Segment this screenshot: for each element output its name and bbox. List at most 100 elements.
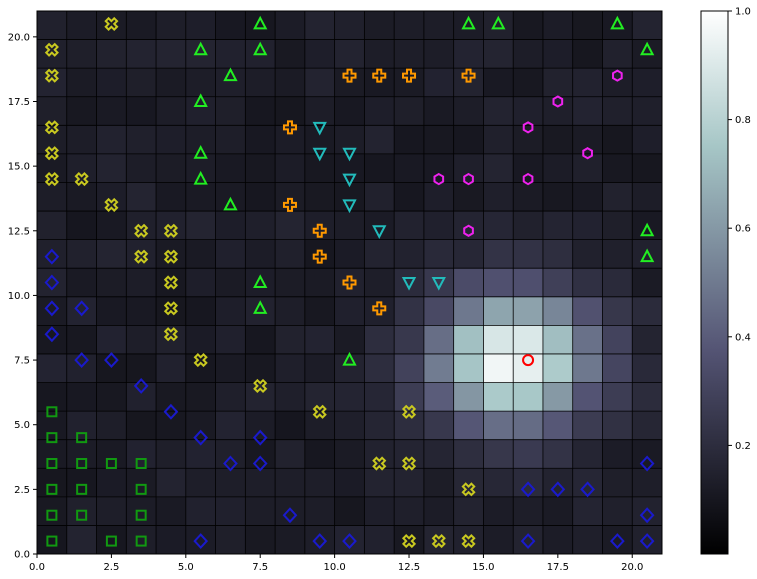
heatmap-cell [37, 525, 68, 555]
heatmap-cell [96, 382, 127, 412]
heatmap-cell [66, 353, 97, 383]
heatmap-cell [66, 153, 97, 183]
heatmap-cell [394, 296, 425, 326]
heatmap-cell [542, 325, 574, 355]
heatmap-cell [66, 125, 97, 155]
heatmap-cell [126, 382, 157, 412]
heatmap-cell [423, 125, 454, 155]
heatmap-cell [542, 439, 574, 469]
heatmap-cell [215, 468, 246, 498]
heatmap-cell [513, 411, 544, 440]
marker-circle [522, 354, 535, 367]
marker-diamond [44, 326, 60, 343]
marker-triangle-down [312, 147, 327, 162]
heatmap-cell [215, 11, 246, 40]
heatmap-cell [156, 182, 187, 212]
heatmap-cell [394, 525, 425, 555]
heatmap-cell [185, 525, 216, 555]
heatmap-cell [364, 353, 395, 383]
heatmap-cell [483, 353, 514, 383]
heatmap-cell [632, 411, 663, 440]
heatmap-cell [394, 211, 425, 240]
heatmap-cell [572, 382, 603, 412]
heatmap-cell [245, 496, 276, 526]
heatmap-cell [542, 125, 574, 155]
y-tick-label: 20.0 [8, 32, 30, 43]
heatmap-cell [423, 496, 454, 526]
heatmap-cell [542, 411, 574, 440]
heatmap-cell [632, 353, 663, 383]
heatmap-cell [632, 325, 663, 355]
marker-triangle-down [312, 121, 327, 136]
heatmap-cell [96, 153, 127, 183]
heatmap-cell [215, 125, 246, 155]
heatmap-cell [572, 296, 603, 326]
heatmap-cell [394, 439, 425, 469]
heatmap-cell [513, 296, 544, 326]
marker-square [46, 509, 58, 521]
marker-diamond [639, 507, 655, 524]
heatmap-cell [453, 11, 484, 40]
heatmap-cell [483, 411, 514, 440]
marker-plus [372, 68, 387, 83]
heatmap-cell [275, 11, 306, 40]
heatmap-cell [572, 182, 603, 212]
heatmap-cell [364, 411, 395, 440]
heatmap-cell [37, 153, 68, 183]
colorbar-tick-label: 1.0 [735, 7, 751, 18]
heatmap-cell [275, 411, 306, 440]
marker-hexagon [463, 224, 474, 237]
heatmap-cell [126, 468, 157, 498]
heatmap-cell [96, 439, 127, 469]
colorbar-frame [700, 10, 729, 555]
marker-square [46, 535, 58, 547]
heatmap-cell [185, 182, 216, 212]
heatmap-cell [394, 268, 425, 298]
heatmap-cell [156, 211, 187, 240]
heatmap-cell [126, 296, 157, 326]
heatmap-cell [304, 239, 335, 269]
heatmap-cell [602, 296, 633, 326]
heatmap-cell [632, 439, 663, 469]
heatmap-cell [394, 125, 425, 155]
heatmap-cell [602, 353, 633, 383]
heatmap-cell [275, 468, 306, 498]
marker-cross [44, 120, 59, 135]
heatmap-cell [275, 182, 306, 212]
heatmap-cell [304, 525, 335, 555]
marker-cross [134, 249, 149, 264]
heatmap-cell [542, 96, 574, 126]
marker-cross [163, 223, 179, 238]
heatmap-cell [453, 268, 484, 298]
marker-cross [134, 223, 149, 238]
heatmap-cell [453, 182, 484, 212]
marker-cross [163, 249, 179, 264]
heatmap-cell [572, 439, 603, 469]
heatmap-cell [126, 125, 157, 155]
heatmap-cell [66, 96, 97, 126]
heatmap-cell [66, 382, 97, 412]
heatmap-cell [483, 382, 514, 412]
heatmap-cell [483, 496, 514, 526]
y-tick-label: 12.5 [8, 226, 30, 237]
x-tick-label: 15.0 [472, 562, 494, 573]
heatmap-cell [513, 39, 544, 69]
heatmap-cell [334, 382, 365, 412]
heatmap-cell [632, 239, 663, 269]
heatmap-cell [423, 153, 454, 183]
heatmap-cell [394, 182, 425, 212]
heatmap-cell [185, 268, 216, 298]
heatmap-cell [156, 11, 187, 40]
heatmap-cell [304, 468, 335, 498]
marker-cross [163, 301, 179, 316]
heatmap-cell [156, 268, 187, 298]
heatmap-cell [215, 182, 246, 212]
marker-diamond [609, 533, 625, 550]
heatmap-cell [513, 239, 544, 269]
heatmap-cell [423, 182, 454, 212]
heatmap-cell [334, 411, 365, 440]
marker-diamond [342, 533, 357, 550]
heatmap-cell [156, 125, 187, 155]
heatmap-cell [185, 96, 216, 126]
heatmap-cell [304, 382, 335, 412]
